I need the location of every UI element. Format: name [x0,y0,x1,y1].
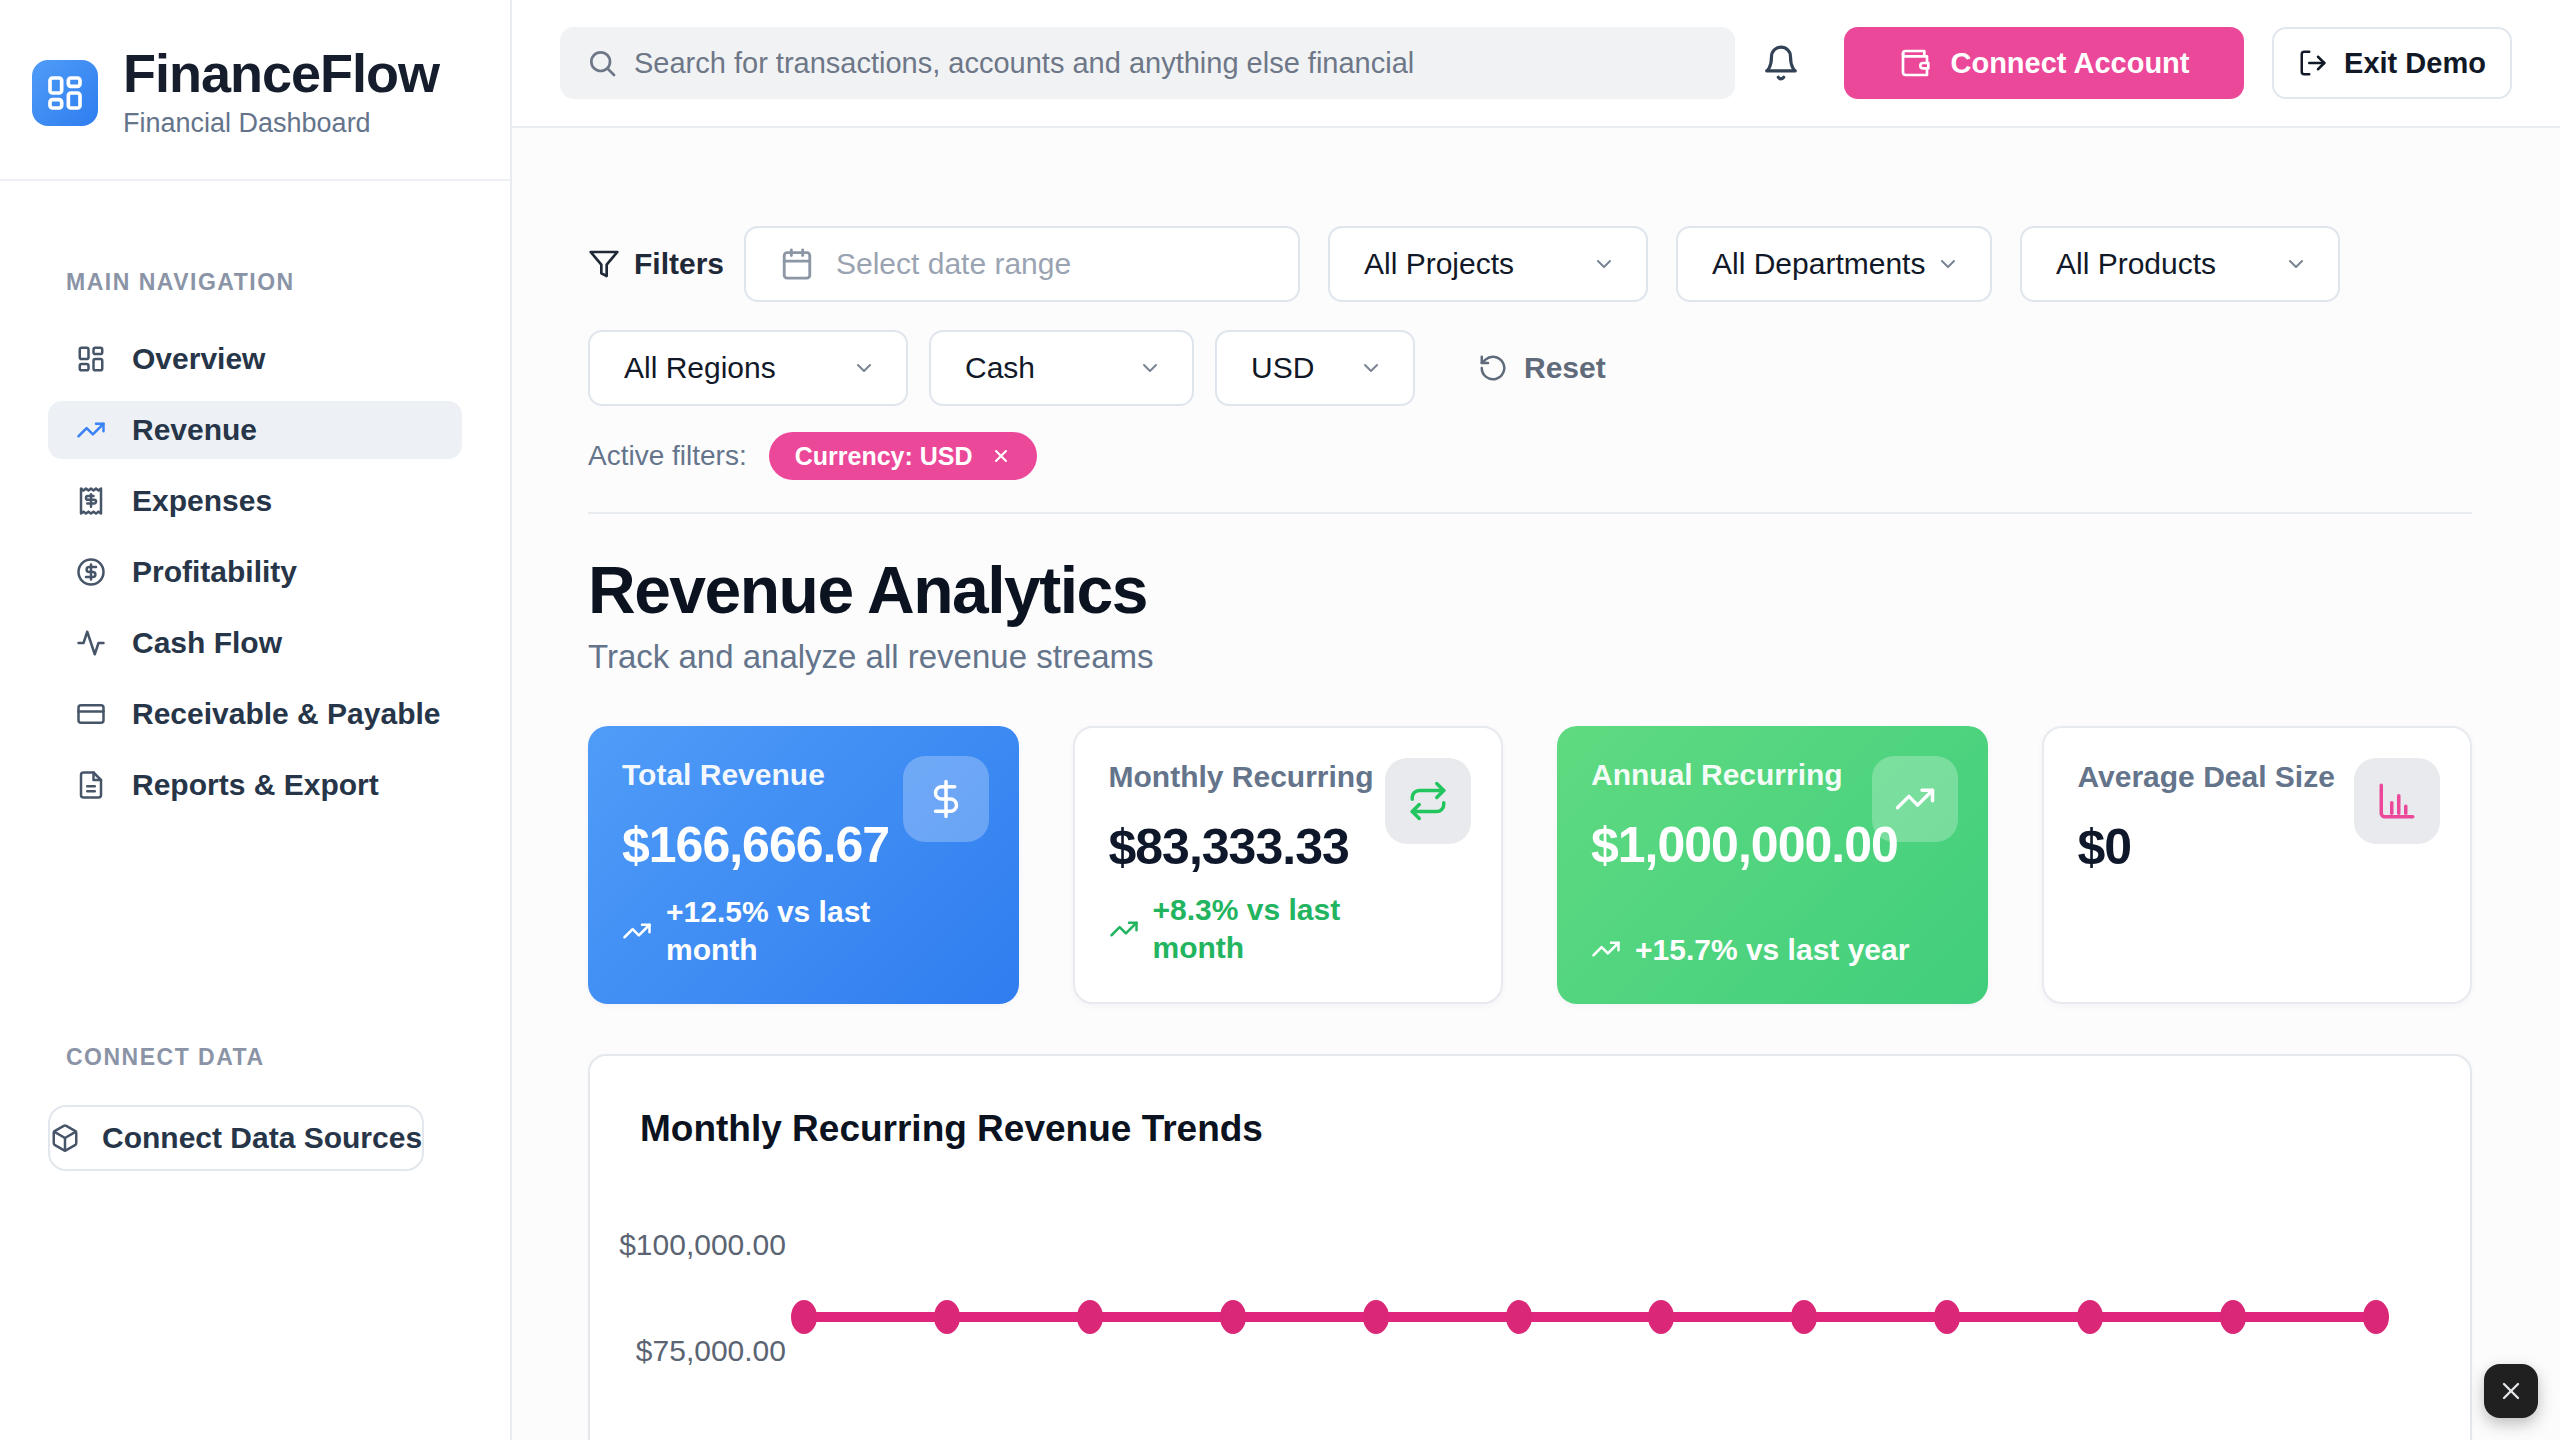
sidebar-item-reports-export[interactable]: Reports & Export [48,756,462,814]
activity-icon [76,627,108,659]
departments-select[interactable]: All Departments [1676,226,1992,302]
page-title: Revenue Analytics [588,552,2472,628]
sidebar-item-cash-flow[interactable]: Cash Flow [48,614,462,672]
search-input[interactable] [634,47,1709,80]
search-icon [586,47,618,79]
trend-indicator: +8.3% vs last month [1109,891,1403,966]
chart-line [804,1312,2376,1322]
trend-up-icon [1109,914,1139,944]
date-range-input[interactable]: Select date range [744,226,1300,302]
app-root: FinanceFlow Financial Dashboard MAIN NAV… [0,0,2560,1440]
chart-data-point[interactable] [2363,1300,2389,1334]
chart-data-point[interactable] [791,1300,817,1334]
trending-up-icon [1872,756,1958,842]
total-revenue-card: Total Revenue $166,666.67 +12.5% vs last… [588,726,1019,1004]
products-select[interactable]: All Products [2020,226,2340,302]
divider [588,512,2472,514]
dashboard-icon [76,343,108,375]
exit-demo-button[interactable]: Exit Demo [2272,27,2512,99]
mrr-trends-chart: Monthly Recurring Revenue Trends $100,00… [588,1054,2472,1440]
filters-row-2: All Regions Cash USD Reset [588,330,2472,406]
page-subtitle: Track and analyze all revenue streams [588,638,2472,676]
chart-data-point[interactable] [2220,1300,2246,1334]
chevron-down-icon [1592,252,1616,276]
main-navigation: Overview Revenue Expenses Profitability … [0,330,510,814]
reset-filters-button[interactable]: Reset [1478,351,1606,385]
chart-data-point[interactable] [1077,1300,1103,1334]
x-icon[interactable] [991,446,1011,466]
projects-select[interactable]: All Projects [1328,226,1648,302]
package-icon [50,1123,80,1153]
repeat-icon [1385,758,1471,844]
wallet-icon [1899,47,1931,79]
active-filter-chip[interactable]: Currency: USD [769,432,1037,480]
bell-icon[interactable] [1762,44,1800,82]
log-out-icon [2298,48,2328,78]
topbar: Connect Account Exit Demo [512,0,2560,128]
receipt-icon [76,485,108,517]
chevron-down-icon [1936,252,1960,276]
sidebar-item-expenses[interactable]: Expenses [48,472,462,530]
app-logo-icon [32,60,98,126]
chevron-down-icon [1359,356,1383,380]
chart-data-point[interactable] [934,1300,960,1334]
active-filters-row: Active filters: Currency: USD [588,432,2472,480]
chart-data-point[interactable] [1791,1300,1817,1334]
trend-up-icon [622,916,652,946]
file-text-icon [76,769,108,801]
chevron-down-icon [852,356,876,380]
close-demo-banner-button[interactable] [2484,1364,2538,1418]
chart-data-point[interactable] [1934,1300,1960,1334]
sidebar-item-overview[interactable]: Overview [48,330,462,388]
content: Filters Select date range All Projects A… [512,128,2560,1440]
annual-recurring-card: Annual Recurring $1,000,000.00 +15.7% vs… [1557,726,1988,1004]
average-deal-size-card: Average Deal Size $0 [2042,726,2473,1004]
chart-data-point[interactable] [1363,1300,1389,1334]
chevron-down-icon [1138,356,1162,380]
trending-up-icon [76,414,108,446]
y-axis-tick-label: $75,000.00 [590,1334,786,1368]
funnel-icon [588,248,620,280]
main-area: Connect Account Exit Demo Filters Select… [512,0,2560,1440]
regions-select[interactable]: All Regions [588,330,908,406]
cash-select[interactable]: Cash [929,330,1194,406]
monthly-recurring-card: Monthly Recurring $83,333.33 +8.3% vs la… [1073,726,1504,1004]
trend-indicator: +15.7% vs last year [1591,931,1909,969]
bar-chart-icon [2354,758,2440,844]
connect-data-sources-button[interactable]: Connect Data Sources [48,1105,424,1171]
chart-data-point[interactable] [1220,1300,1246,1334]
dollar-icon [903,756,989,842]
sidebar-item-profitability[interactable]: Profitability [48,543,462,601]
sidebar-item-receivable-payable[interactable]: Receivable & Payable [48,685,462,743]
metric-cards: Total Revenue $166,666.67 +12.5% vs last… [588,726,2472,1004]
filters-title-group: Filters [588,247,718,281]
app-title: FinanceFlow [123,46,439,100]
connect-account-button[interactable]: Connect Account [1844,27,2244,99]
credit-card-icon [76,698,108,730]
filters-row-1: Filters Select date range All Projects A… [588,226,2472,302]
connect-data-label: CONNECT DATA [66,1044,510,1071]
chart-data-point[interactable] [2077,1300,2103,1334]
calendar-icon [780,247,814,281]
main-navigation-label: MAIN NAVIGATION [66,269,510,296]
sidebar-item-revenue[interactable]: Revenue [48,401,462,459]
app-subtitle: Financial Dashboard [123,108,439,139]
search-box[interactable] [560,27,1735,99]
currency-select[interactable]: USD [1215,330,1415,406]
chart-data-point[interactable] [1648,1300,1674,1334]
chart-title: Monthly Recurring Revenue Trends [640,1108,1263,1150]
dollar-circle-icon [76,556,108,588]
sidebar: FinanceFlow Financial Dashboard MAIN NAV… [0,0,512,1440]
active-filters-label: Active filters: [588,440,747,472]
rotate-ccw-icon [1478,353,1508,383]
y-axis-tick-label: $100,000.00 [590,1228,786,1262]
trend-indicator: +12.5% vs last month [622,893,916,968]
trend-up-icon [1591,934,1621,964]
chevron-down-icon [2284,252,2308,276]
brand: FinanceFlow Financial Dashboard [0,0,510,181]
chart-data-point[interactable] [1506,1300,1532,1334]
